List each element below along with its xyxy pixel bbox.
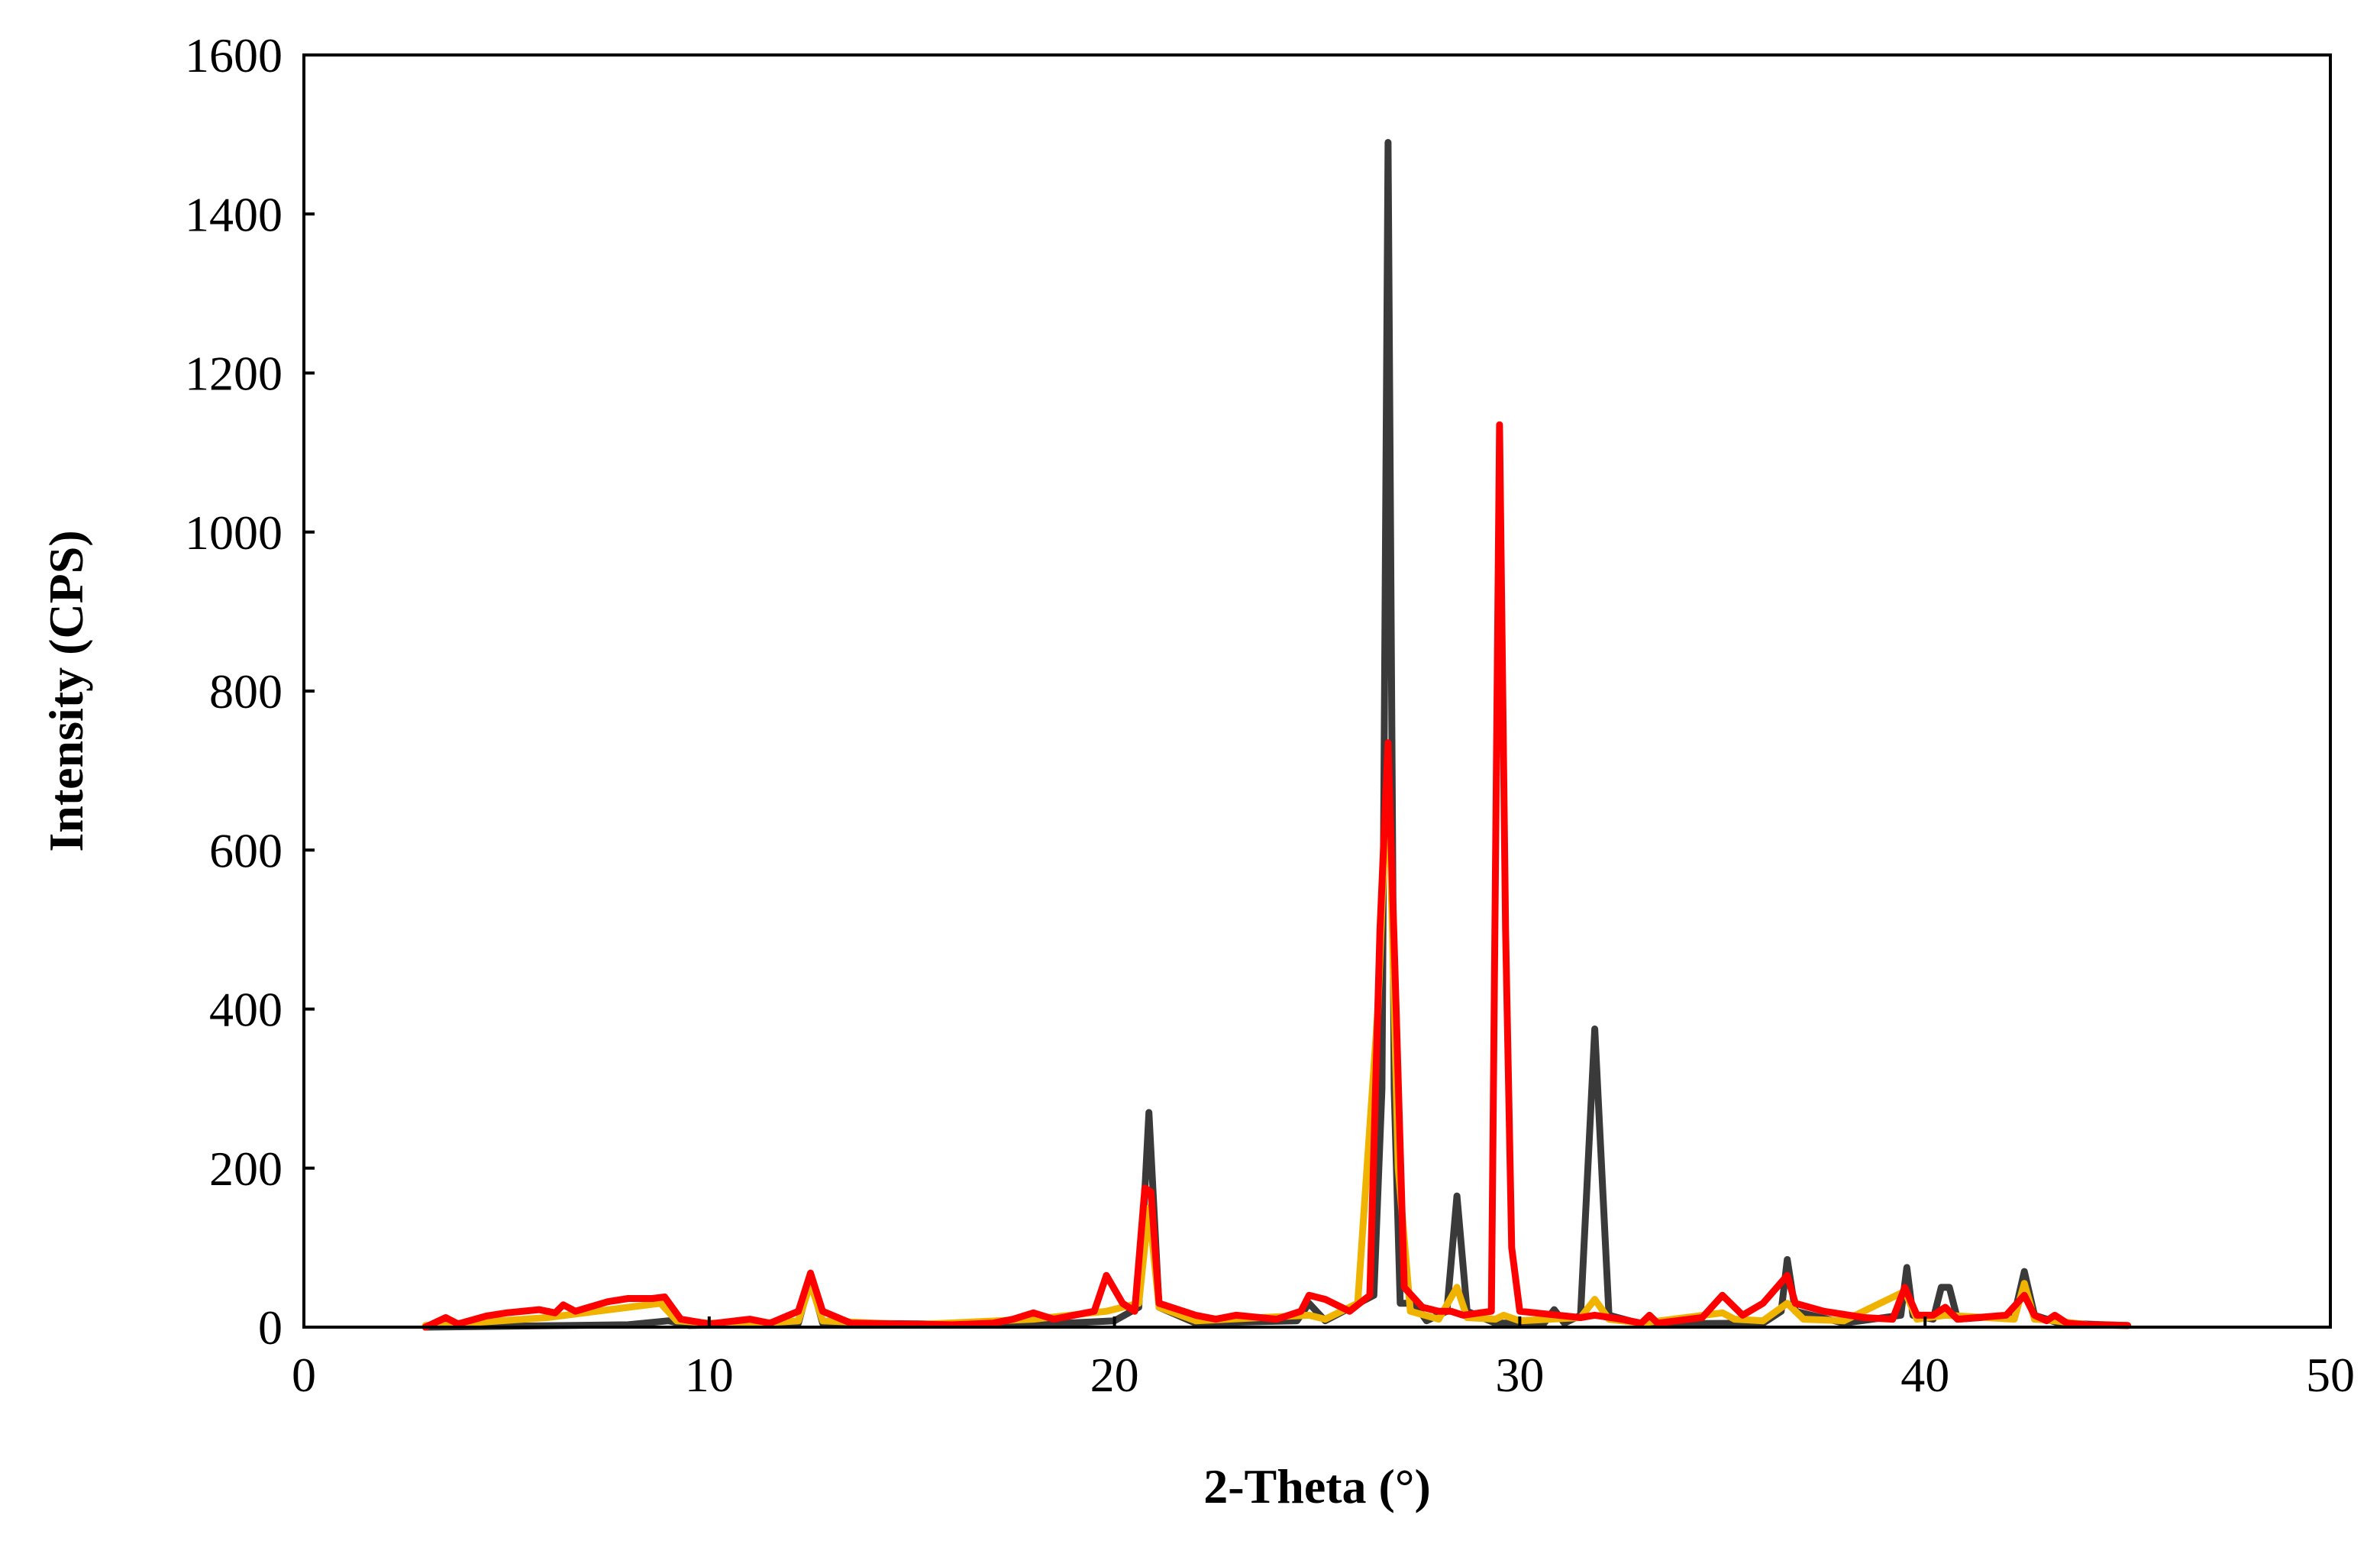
y-tick-label: 400 <box>209 983 283 1037</box>
x-tick-label: 10 <box>685 1348 734 1402</box>
tick-layer: 0 10 20 30 40 50 0 200 400 600 800 1000 1200 1400 1600 <box>185 28 2355 1402</box>
plot-frame <box>302 53 2332 1329</box>
series-line-1 <box>421 139 2132 1331</box>
x-tick-label: 20 <box>1090 1348 1139 1402</box>
y-tick-label: 1400 <box>185 187 283 241</box>
y-tick-label: 1000 <box>185 506 283 560</box>
x-tick-label: 30 <box>1495 1348 1544 1402</box>
x-tick-label: 40 <box>1900 1348 1949 1402</box>
x-tick-label: 0 <box>292 1348 316 1402</box>
y-tick-label: 1200 <box>185 347 283 401</box>
y-tick-label: 800 <box>209 664 283 719</box>
x-tick-label: 50 <box>2306 1348 2355 1402</box>
y-tick-label: 1600 <box>185 28 283 82</box>
series-line-2 <box>421 751 2132 1329</box>
series-layer <box>421 139 2132 1331</box>
series-line-3 <box>421 421 2132 1331</box>
y-tick-label: 200 <box>209 1142 283 1196</box>
y-axis-title: Intensity (CPS) <box>39 530 93 851</box>
y-tick-label: 0 <box>258 1300 283 1355</box>
y-tick-label: 600 <box>209 823 283 877</box>
x-axis-title: 2-Theta (°) <box>1203 1459 1431 1513</box>
